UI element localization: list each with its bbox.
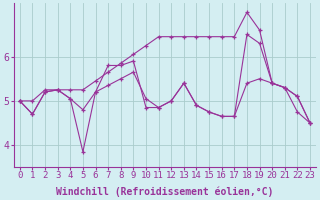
X-axis label: Windchill (Refroidissement éolien,°C): Windchill (Refroidissement éolien,°C)	[56, 186, 274, 197]
